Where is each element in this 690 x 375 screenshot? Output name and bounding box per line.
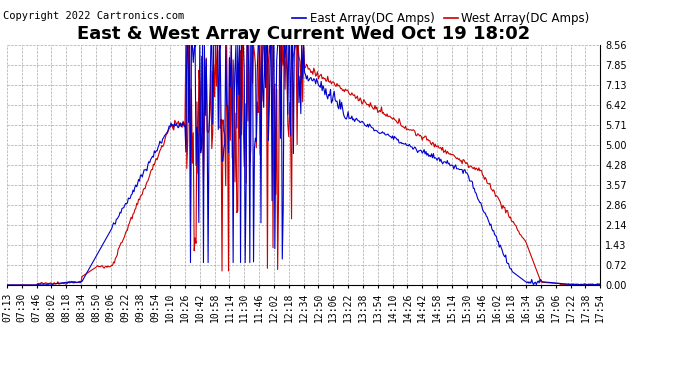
Text: Copyright 2022 Cartronics.com: Copyright 2022 Cartronics.com [3,11,185,21]
Legend: East Array(DC Amps), West Array(DC Amps): East Array(DC Amps), West Array(DC Amps) [287,8,594,30]
Title: East & West Array Current Wed Oct 19 18:02: East & West Array Current Wed Oct 19 18:… [77,26,530,44]
